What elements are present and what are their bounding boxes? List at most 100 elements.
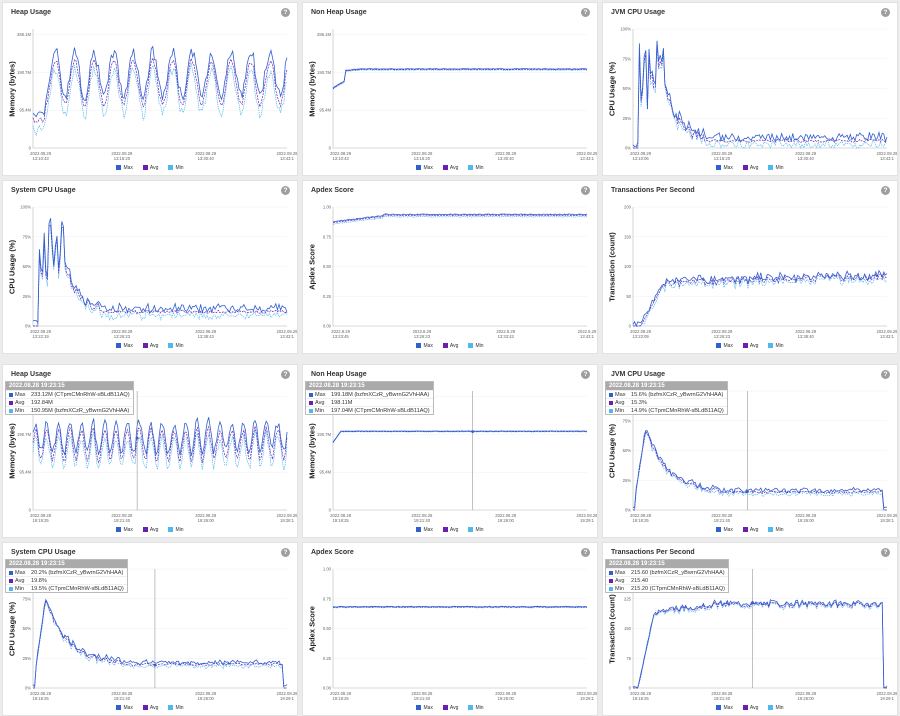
- legend-item-min[interactable]: Min: [468, 527, 484, 533]
- help-icon[interactable]: ?: [281, 8, 290, 17]
- legend-item-avg[interactable]: Avg: [742, 343, 758, 349]
- legend-item-min[interactable]: Min: [768, 705, 784, 711]
- x-tick-date: 2022.08.28: [111, 691, 133, 696]
- legend-swatch: [768, 527, 774, 532]
- legend-item-min[interactable]: Min: [468, 165, 484, 171]
- legend-item-max[interactable]: Max: [416, 343, 433, 349]
- legend-swatch: [742, 705, 748, 710]
- hover-tooltip: 2022.08.28 19:23:15 Max 199.18M (bzfmXCzR_…: [305, 381, 434, 415]
- x-tick-date: 2022.08.28: [630, 513, 652, 518]
- chart-plot[interactable]: 286.1M190.7M95.4M02022.08.2819:18:252022…: [303, 365, 598, 538]
- legend-item-avg[interactable]: Avg: [742, 705, 758, 711]
- legend-item-min[interactable]: Min: [168, 527, 184, 533]
- y-tick-label: 25%: [23, 294, 32, 299]
- x-tick-date: 2022.8.29: [331, 329, 350, 334]
- x-tick-date: 2022.08.29: [495, 151, 517, 156]
- chart-plot[interactable]: 286.1M190.7M95.4M02022.08.2913:10:432022…: [303, 3, 598, 176]
- legend-item-min[interactable]: Min: [768, 343, 784, 349]
- y-tick-label: 0: [329, 146, 332, 151]
- legend-item-max[interactable]: Max: [416, 705, 433, 711]
- legend-item-min[interactable]: Min: [168, 705, 184, 711]
- x-tick-time: 13:43:1: [280, 334, 295, 339]
- x-tick-date: 2022.08.28: [330, 513, 352, 518]
- x-tick-time: 13:16:20: [114, 156, 131, 161]
- axis-lines: [332, 207, 587, 327]
- tooltip-series-value: 215.20 (CTpmCMnRhW-sBLdB11AQ): [631, 585, 725, 592]
- legend-item-max[interactable]: Max: [416, 165, 433, 171]
- help-icon[interactable]: ?: [881, 548, 890, 557]
- x-tick-time: 13:43:1: [880, 334, 895, 339]
- chart-plot[interactable]: 100%75%50%25%0%2022.08.2913:10:062022.08…: [603, 3, 898, 176]
- legend-item-avg[interactable]: Avg: [142, 343, 158, 349]
- chart-plot[interactable]: 100%75%50%25%0%2022.08.2913:22:192022.08…: [3, 181, 298, 354]
- legend-item-avg[interactable]: Avg: [142, 165, 158, 171]
- panel-title: System CPU Usage: [11, 187, 76, 194]
- legend-item-max[interactable]: Max: [716, 165, 733, 171]
- chart-plot[interactable]: 100%75%50%25%0%2022.08.2819:18:252022.08…: [3, 543, 298, 716]
- legend-label: Avg: [449, 705, 459, 711]
- tooltip-swatch: [609, 586, 613, 591]
- legend-item-avg[interactable]: Avg: [442, 527, 458, 533]
- legend-item-avg[interactable]: Avg: [442, 705, 459, 711]
- legend-swatch: [716, 343, 722, 348]
- legend-item-avg[interactable]: Avg: [742, 165, 758, 171]
- legend-item-max[interactable]: Max: [716, 705, 733, 711]
- x-tick-time: 13:43:1: [880, 156, 895, 161]
- x-tick-date: 2022.08.28: [495, 691, 517, 696]
- legend-item-max[interactable]: Max: [716, 343, 733, 349]
- help-icon[interactable]: ?: [581, 370, 590, 379]
- chart-plot[interactable]: 286.1M190.7M95.4M02022.08.2913:10:432022…: [3, 3, 298, 176]
- chart-plot[interactable]: 1.000.750.500.250.002022.08.2819:18:2520…: [303, 543, 598, 716]
- chart-plot[interactable]: 1.000.750.500.250.002022.8.2913:23:45202…: [303, 181, 598, 354]
- legend-swatch: [142, 705, 148, 710]
- tooltip-series-value: 20.2% (bzfmXCzR_yBwrnG2VhHAA): [31, 569, 124, 576]
- y-tick-label: 0%: [625, 508, 631, 513]
- legend-item-avg[interactable]: Avg: [442, 165, 458, 171]
- legend-item-max[interactable]: Max: [716, 527, 733, 533]
- legend-item-min[interactable]: Min: [768, 165, 784, 171]
- legend-label: Min: [475, 343, 484, 349]
- legend-item-avg[interactable]: Avg: [142, 705, 158, 711]
- legend-item-max[interactable]: Max: [116, 527, 133, 533]
- legend-item-max[interactable]: Max: [116, 165, 133, 171]
- legend-item-min[interactable]: Min: [468, 343, 484, 349]
- legend-label: Max: [123, 705, 133, 711]
- legend-item-avg[interactable]: Avg: [742, 527, 758, 533]
- y-tick-label: 0.50: [323, 264, 332, 269]
- legend-item-min[interactable]: Min: [168, 165, 184, 171]
- help-icon[interactable]: ?: [581, 548, 590, 557]
- legend-item-max[interactable]: Max: [416, 527, 433, 533]
- legend-swatch: [168, 527, 174, 532]
- help-icon[interactable]: ?: [581, 186, 590, 195]
- legend-item-min[interactable]: Min: [468, 705, 484, 711]
- help-icon[interactable]: ?: [881, 8, 890, 17]
- axis-lines: [332, 569, 587, 689]
- legend-label: Max: [723, 527, 733, 533]
- series-line-min: [633, 274, 888, 327]
- x-tick-time: 13:10:06: [632, 156, 649, 161]
- legend-item-avg[interactable]: Avg: [142, 527, 158, 533]
- chart-legend: Max Avg Min: [603, 165, 897, 171]
- tooltip-swatch: [309, 408, 313, 413]
- legend-swatch: [442, 165, 448, 170]
- legend-item-max[interactable]: Max: [116, 705, 133, 711]
- help-icon[interactable]: ?: [881, 370, 890, 379]
- help-icon[interactable]: ?: [281, 370, 290, 379]
- help-icon[interactable]: ?: [881, 186, 890, 195]
- help-icon[interactable]: ?: [281, 548, 290, 557]
- hover-tooltip: 2022.08.28 19:23:15 Max 15.6% (bzfmXCzR_yB…: [605, 381, 728, 415]
- chart-legend: Max Avg Min: [303, 343, 597, 349]
- chart-plot[interactable]: 2001501005002022.08.2913:22:092022.08.29…: [603, 181, 898, 354]
- y-tick-label: 0%: [25, 686, 31, 691]
- help-icon[interactable]: ?: [581, 8, 590, 17]
- legend-item-min[interactable]: Min: [168, 343, 184, 349]
- y-tick-label: 95.4M: [319, 108, 331, 113]
- legend-item-min[interactable]: Min: [768, 527, 784, 533]
- panel-title: Heap Usage: [11, 9, 52, 16]
- x-tick-time: 19:29:1: [880, 696, 895, 701]
- help-icon[interactable]: ?: [281, 186, 290, 195]
- chart-plot[interactable]: 100%75%50%25%0%2022.08.2819:18:252022.08…: [603, 365, 898, 538]
- legend-label: Avg: [449, 343, 459, 349]
- legend-item-max[interactable]: Max: [116, 343, 133, 349]
- legend-item-avg[interactable]: Avg: [442, 343, 459, 349]
